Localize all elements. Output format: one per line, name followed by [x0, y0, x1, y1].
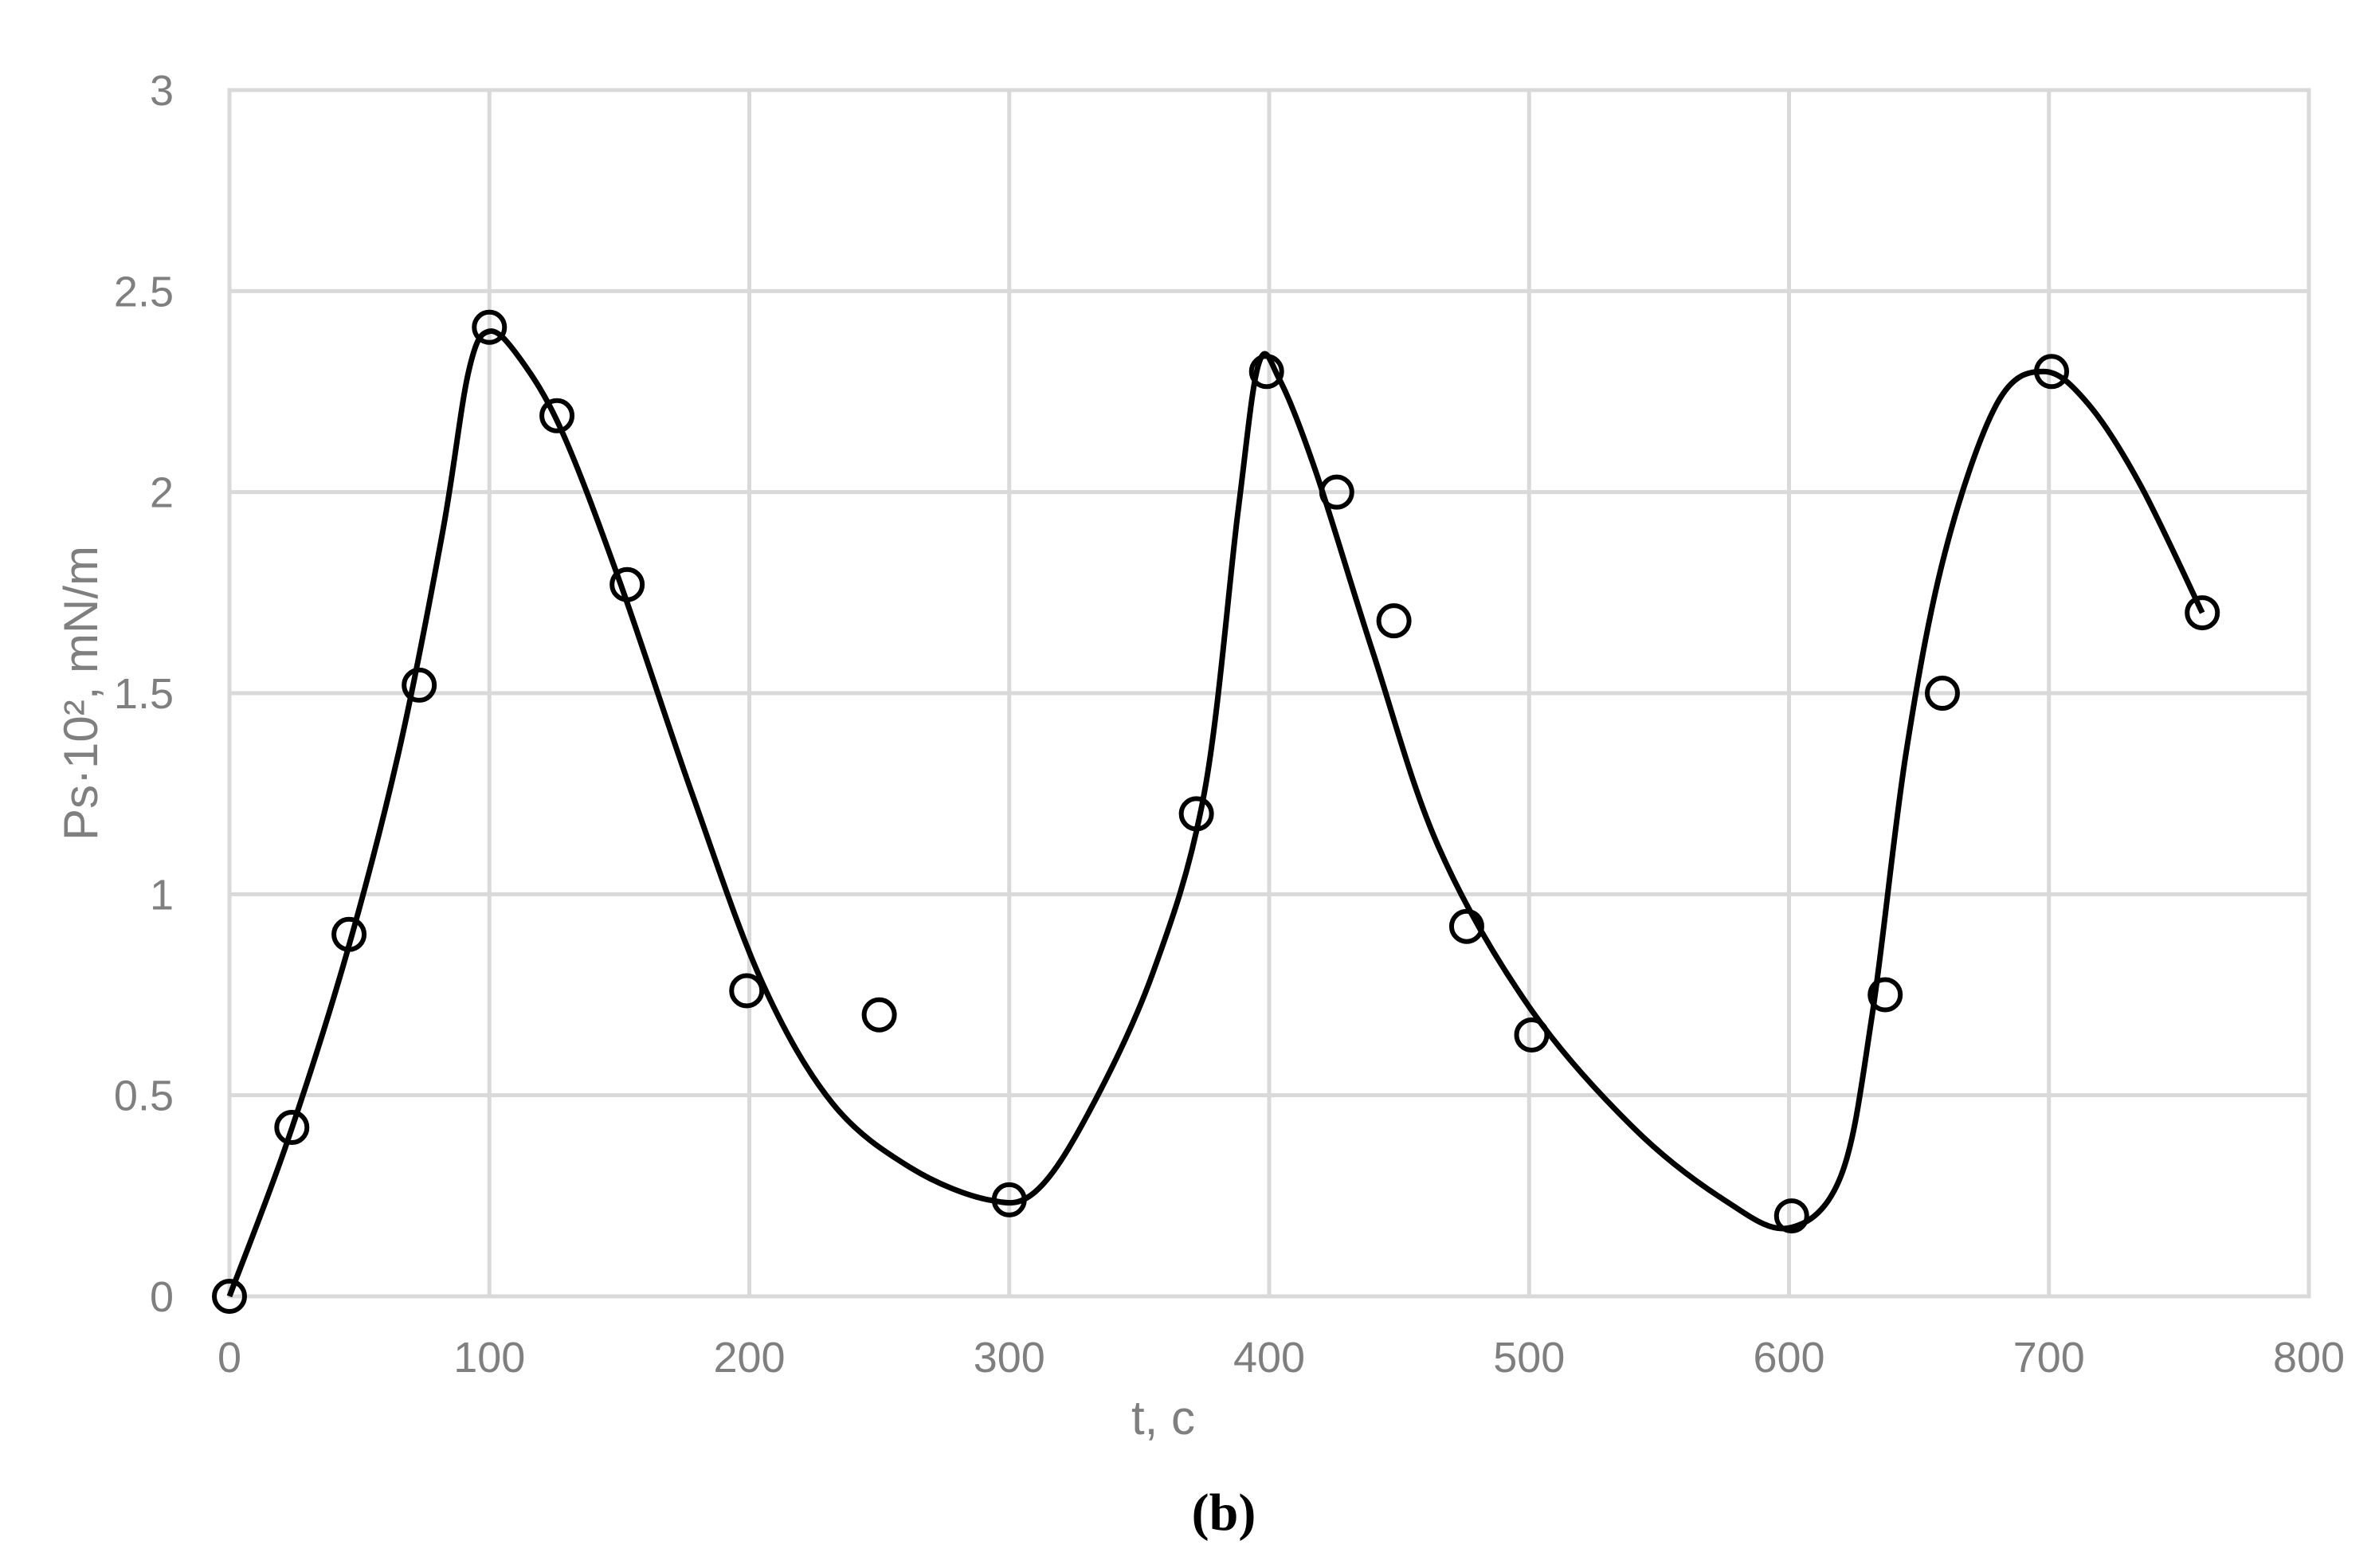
y-tick-label: 3: [150, 67, 174, 115]
data-point: [861, 997, 897, 1033]
data-point: [1514, 1017, 1550, 1053]
data-point: [2185, 595, 2220, 631]
x-tick-label: 400: [1233, 1334, 1305, 1382]
x-tick-label: 200: [713, 1334, 785, 1382]
data-point: [2034, 354, 2070, 390]
data-point: [331, 916, 367, 952]
data-point: [1248, 354, 1284, 390]
y-axis-title: Ps·10², mN/m: [54, 546, 108, 841]
data-point: [402, 667, 437, 703]
data-point: [539, 398, 575, 433]
data-point: [609, 566, 645, 602]
data-point: [1773, 1198, 1809, 1234]
y-tick-label: 0.5: [114, 1072, 174, 1120]
data-points: [212, 309, 2220, 1314]
figure-caption: (b): [1192, 1484, 1256, 1542]
y-tick-label: 1.5: [114, 670, 174, 718]
data-point: [472, 309, 508, 345]
x-tick-label: 800: [2273, 1334, 2345, 1382]
x-tick-label: 700: [2013, 1334, 2085, 1382]
x-tick-label: 0: [218, 1334, 241, 1382]
data-point: [729, 973, 765, 1009]
y-axis-ticks: 0 0.5 1 1.5 2 2.5 3: [114, 67, 174, 1321]
x-tick-label: 500: [1493, 1334, 1565, 1382]
plot-area-frame: [227, 88, 2311, 1299]
data-point: [991, 1182, 1027, 1217]
data-point: [1924, 676, 1960, 711]
y-tick-label: 1: [150, 871, 174, 919]
y-tick-label: 0: [150, 1273, 174, 1321]
data-point: [1448, 908, 1484, 944]
trend-line: [226, 328, 2205, 1298]
x-tick-label: 600: [1753, 1334, 1824, 1382]
data-point: [1376, 603, 1412, 639]
data-point: [212, 1279, 247, 1314]
data-point: [1867, 977, 1903, 1013]
x-tick-label: 100: [453, 1334, 525, 1382]
data-point: [274, 1110, 310, 1146]
data-point: [1319, 474, 1354, 510]
x-tick-label: 300: [974, 1334, 1045, 1382]
x-axis-ticks: 0 100 200 300 400 500 600 700 800: [218, 1334, 2345, 1382]
x-axis-title: t, c: [1131, 1391, 1195, 1445]
grid: [227, 88, 2311, 1299]
y-tick-label: 2.5: [114, 268, 174, 316]
y-tick-label: 2: [150, 469, 174, 517]
data-point: [1178, 796, 1214, 832]
